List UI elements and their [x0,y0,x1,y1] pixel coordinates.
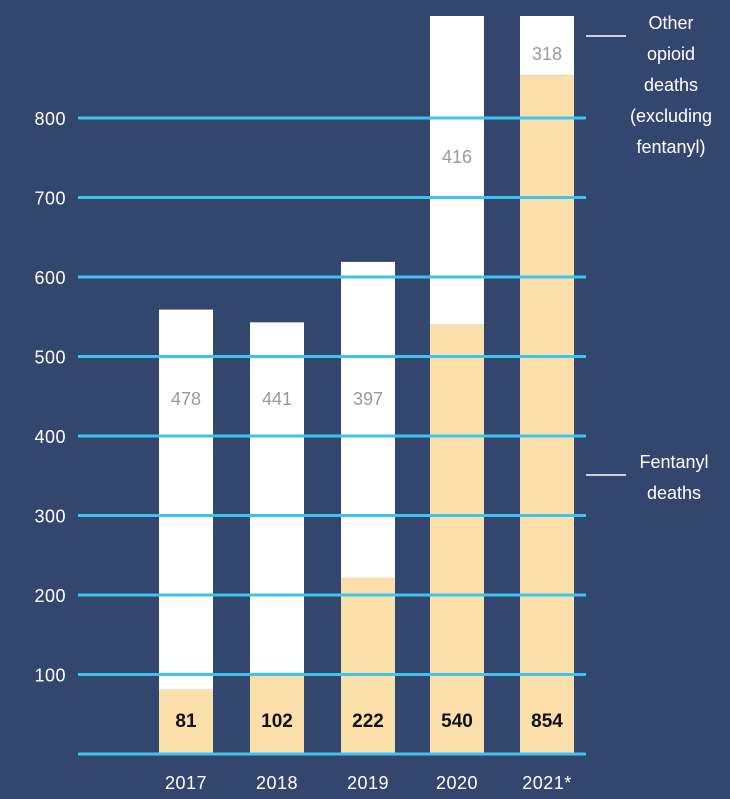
bar-fentanyl-2017 [159,689,213,754]
bar-fentanyl-2018 [250,672,304,754]
legend-other-label: Other [648,13,693,33]
data-label-fentanyl: 102 [261,711,293,732]
bar-other-2018 [250,322,304,673]
y-tick-label: 300 [34,507,66,527]
bar-other-2021 [520,16,574,76]
legend-fentanyl-label: deaths [647,483,701,503]
x-tick-label: 2018 [256,773,298,793]
x-tick-label: 2021* [522,773,572,793]
data-label-fentanyl: 540 [441,711,473,732]
y-tick-label: 100 [34,666,66,686]
y-tick-label: 800 [34,109,66,129]
y-tick-label: 700 [34,189,66,209]
legend-other-label: opioid [647,44,695,64]
y-tick-label: 500 [34,348,66,368]
data-label-other: 441 [262,389,292,409]
data-label-fentanyl: 81 [175,711,197,732]
bar-other-2020 [430,16,484,325]
bar-other-2017 [159,309,213,690]
x-tick-label: 2017 [165,773,207,793]
data-label-fentanyl: 854 [531,711,563,732]
legend-other-label: (excluding [630,106,712,126]
x-tick-label: 2020 [436,773,478,793]
data-label-other: 318 [532,44,562,64]
legend-other-label: fentanyl) [636,137,705,157]
x-tick-label: 2019 [347,773,389,793]
bar-fentanyl-2019 [341,577,395,754]
legend-other-label: deaths [644,75,698,95]
data-label-fentanyl: 222 [352,711,384,732]
data-label-other: 397 [353,389,383,409]
y-tick-label: 200 [34,586,66,606]
legend-fentanyl-label: Fentanyl [639,452,708,472]
bar-fentanyl-2020 [430,324,484,754]
y-tick-label: 600 [34,268,66,288]
bar-other-2019 [341,261,395,578]
y-tick-label: 400 [34,427,66,447]
bar-fentanyl-2021 [520,75,574,754]
data-label-other: 478 [171,389,201,409]
data-label-other: 416 [442,147,472,167]
